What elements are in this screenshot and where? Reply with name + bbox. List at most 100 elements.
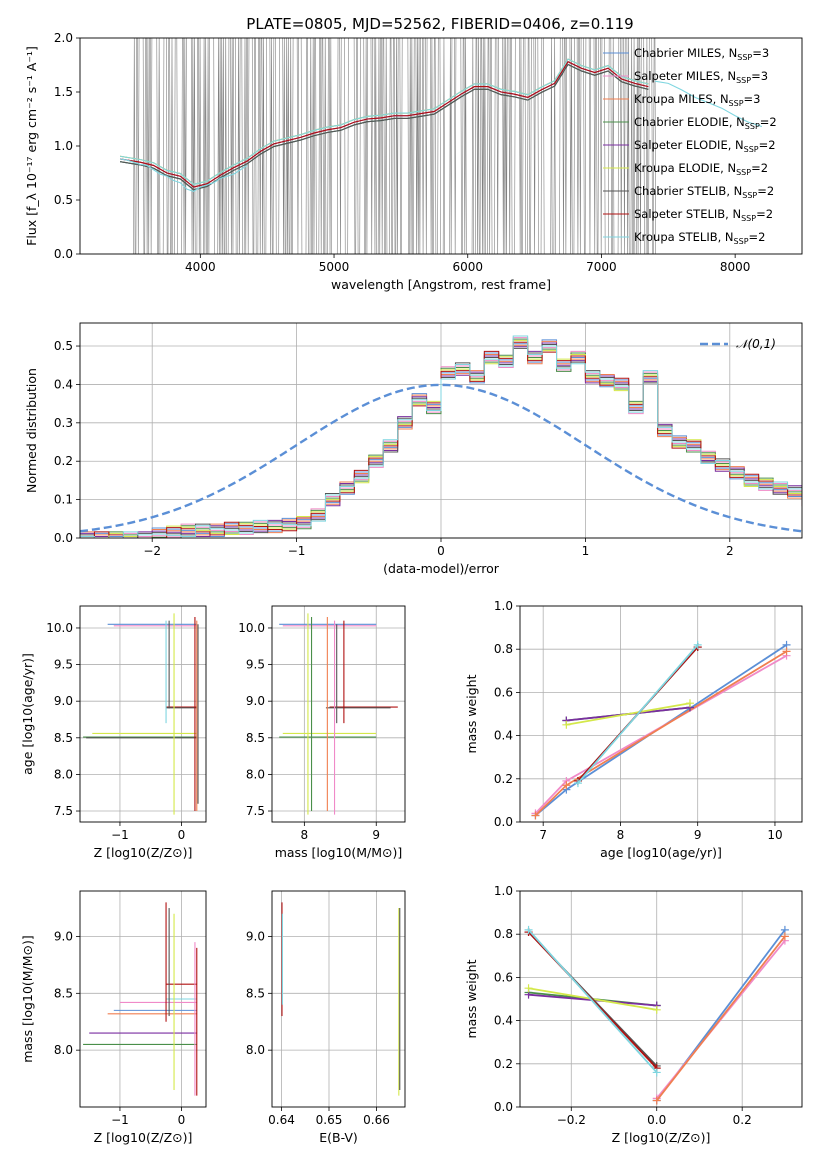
weight-marker <box>780 932 789 941</box>
weight-marker <box>524 984 533 993</box>
legend-entry: Kroupa STELIB, NSSP=2 <box>634 230 765 246</box>
spectrum-axes: 4000 5000 6000 7000 8000 0.0 0.5 1.0 1.5 2.0 wavel… <box>24 31 750 292</box>
legend-label: Salpeter STELIB, N <box>634 207 741 221</box>
x-tick-label: 7000 <box>586 260 617 274</box>
legend-sub: SSP <box>729 99 744 108</box>
x-tick-label: 8 <box>617 828 625 842</box>
legend-sub: SSP <box>736 168 751 177</box>
figure-title: PLATE=0805, MJD=52562, FIBERID=0406, z=0… <box>246 15 633 33</box>
y-tick-label: 0.1 <box>54 493 73 507</box>
weight-marker <box>652 1005 661 1014</box>
y-tick-label: 8.5 <box>54 731 73 745</box>
normal-legend-label: 𝒩(0,1) <box>736 337 776 351</box>
legend-entry: Chabrier STELIB, NSSP=2 <box>634 184 774 200</box>
x-tick-label: 0.0 <box>647 1113 666 1127</box>
y-axis-label: mass [log10(M/M⊙)] <box>20 935 35 1063</box>
legend-tail: =2 <box>749 230 766 244</box>
legend-entry: Chabrier ELODIE, NSSP=2 <box>634 115 777 131</box>
y-tick-label: 0.4 <box>494 729 513 743</box>
stelib-extension-red <box>654 80 763 128</box>
model-spectrum-salpeter-stelib <box>120 61 649 188</box>
y-tick-label: 0.2 <box>54 454 73 468</box>
legend-tail: =3 <box>752 46 769 60</box>
legend-tail: =2 <box>757 184 774 198</box>
weight-marker <box>562 720 571 729</box>
weight-marker <box>782 647 791 656</box>
y-axis-label: Normed distribution <box>24 368 39 493</box>
weight-marker <box>685 699 694 708</box>
legend-label: Salpeter MILES, N <box>634 69 736 83</box>
histogram-kroupa-stelib <box>80 335 802 538</box>
weight_vs_Z-marks <box>524 925 789 1105</box>
y-tick-label: 0.3 <box>54 416 73 430</box>
legend-sub: SSP <box>745 122 760 131</box>
histogram-chabrier-elodie <box>80 338 802 538</box>
legend-sub: SSP <box>744 145 759 154</box>
x-axis-label: age [log10(age/yr)] <box>600 845 722 860</box>
x-tick-label: 2 <box>726 544 734 558</box>
weight-marker <box>573 779 582 788</box>
x-tick-label: 0 <box>178 828 186 842</box>
y-tick-label: 0.0 <box>54 247 73 261</box>
age-vs-Z-marks <box>83 613 199 815</box>
weight_vs_age-axes: 7 8 9 10 0.0 0.2 0.4 0.6 0.8 1.0 age [log10(age/yr… <box>464 599 802 860</box>
weight-line-kroupa-stelib <box>527 929 658 1074</box>
x-axis-label: Z [log10(Z/Z⊙)] <box>612 1130 711 1145</box>
weight-marker <box>652 1096 661 1105</box>
legend-sub: SSP <box>734 237 749 246</box>
x-tick-label: 7 <box>539 828 547 842</box>
x-tick-label: 9 <box>694 828 702 842</box>
y-tick-label: 9.5 <box>54 658 73 672</box>
y-tick-label: 8.0 <box>246 1043 265 1057</box>
x-tick-label: 0 <box>437 544 445 558</box>
legend-tail: =3 <box>744 92 761 106</box>
legend-label: Chabrier STELIB, N <box>634 184 742 198</box>
y-tick-label: 0.6 <box>494 970 513 984</box>
legend-sub: SSP <box>741 214 756 223</box>
y-tick-label: 8.5 <box>54 986 73 1000</box>
legend-entry: Salpeter ELODIE, NSSP=2 <box>634 138 776 154</box>
x-tick-label: −2 <box>143 544 161 558</box>
weight-line-kroupa-stelib <box>577 644 699 784</box>
age_vs_mass-axes: 8 9 7.5 8.0 8.5 9.0 9.5 10.0 mass [log10(M/M⊙)] <box>238 606 405 860</box>
y-tick-label: 8.0 <box>54 767 73 781</box>
y-tick-label: 0.5 <box>54 193 73 207</box>
residuals-frame <box>79 322 803 539</box>
weight-marker <box>562 781 571 790</box>
y-tick-label: 0.4 <box>494 1014 513 1028</box>
x-axis-label: wavelength [Angstrom, rest frame] <box>331 277 551 292</box>
age_vs_mass-frame <box>271 605 406 823</box>
y-tick-label: 0.0 <box>54 531 73 545</box>
x-tick-label: 10 <box>767 828 782 842</box>
y-tick-label: 7.5 <box>246 804 265 818</box>
y-tick-label: 0.4 <box>54 377 73 391</box>
x-tick-label: 0.65 <box>316 1113 343 1127</box>
legend-entry: Salpeter MILES, NSSP=3 <box>634 69 768 85</box>
normal-curve <box>80 383 802 533</box>
mass_vs_ebv-frame <box>271 890 406 1108</box>
y-tick-label: 9.0 <box>246 929 265 943</box>
weight-line-kroupa-miles <box>534 650 788 817</box>
legend-label: Kroupa ELODIE, N <box>634 161 736 175</box>
histogram-salpeter-elodie <box>80 342 802 538</box>
y-tick-label: 0.8 <box>494 927 513 941</box>
data-spectrum-line <box>133 38 657 254</box>
x-tick-label: 0 <box>178 1113 186 1127</box>
y-tick-label: 0.5 <box>54 339 73 353</box>
weight-marker <box>531 811 540 820</box>
y-tick-label: 10.0 <box>238 621 265 635</box>
y-tick-label: 1.5 <box>54 85 73 99</box>
model-spectrum-kroupa-stelib <box>120 58 649 185</box>
y-tick-label: 9.0 <box>246 694 265 708</box>
y-axis-label: Flux [f_λ 10⁻¹⁷ erg cm⁻² s⁻¹ A⁻¹] <box>24 46 39 246</box>
y-tick-label: 8.0 <box>54 1043 73 1057</box>
legend-label: Chabrier ELODIE, N <box>634 115 745 129</box>
x-tick-label: 5000 <box>319 260 350 274</box>
legend-tail: =2 <box>751 161 768 175</box>
legend-tail: =3 <box>751 69 768 83</box>
weight-marker <box>524 925 533 934</box>
y-tick-label: 0.6 <box>494 685 513 699</box>
spectrum-frame <box>79 37 803 255</box>
y-tick-label: 2.0 <box>54 31 73 45</box>
